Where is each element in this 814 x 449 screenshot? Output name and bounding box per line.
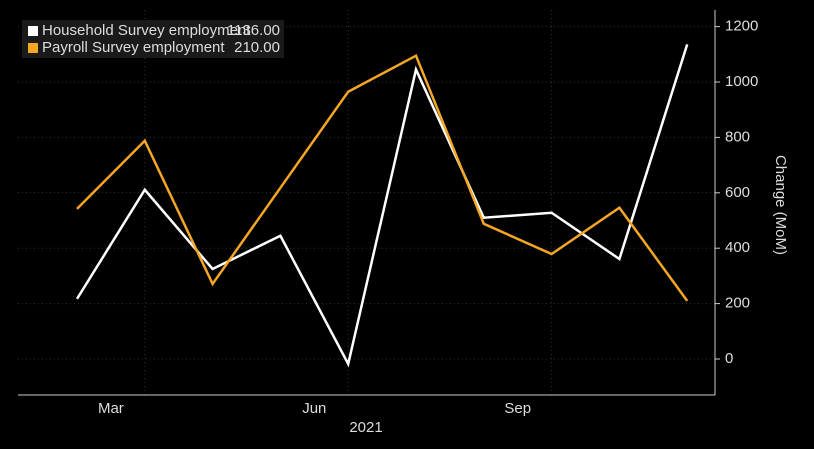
x-axis-label: 2021 [349, 419, 382, 436]
y-tick-label: 0 [725, 350, 733, 367]
y-tick-label: 400 [725, 239, 750, 256]
legend-label: Payroll Survey employment [42, 39, 225, 56]
x-tick-label: Jun [302, 400, 326, 417]
x-tick-label: Sep [504, 400, 531, 417]
y-tick-label: 600 [725, 184, 750, 201]
legend-box [22, 20, 284, 58]
legend-swatch [28, 43, 38, 53]
x-tick-label: Mar [98, 400, 124, 417]
y-axis-label: Change (MoM) [772, 155, 789, 255]
legend-label: Household Survey employment [42, 22, 251, 39]
y-tick-label: 800 [725, 128, 750, 145]
legend: Household Survey employment1136.00Payrol… [22, 20, 284, 58]
legend-value: 1136.00 [227, 22, 280, 39]
y-tick-label: 200 [725, 295, 750, 312]
legend-swatch [28, 26, 38, 36]
y-tick-label: 1200 [725, 18, 758, 35]
series-line [75, 43, 689, 368]
series-line [76, 53, 689, 302]
legend-value: 210.00 [234, 39, 280, 56]
y-tick-label: 1000 [725, 73, 758, 90]
